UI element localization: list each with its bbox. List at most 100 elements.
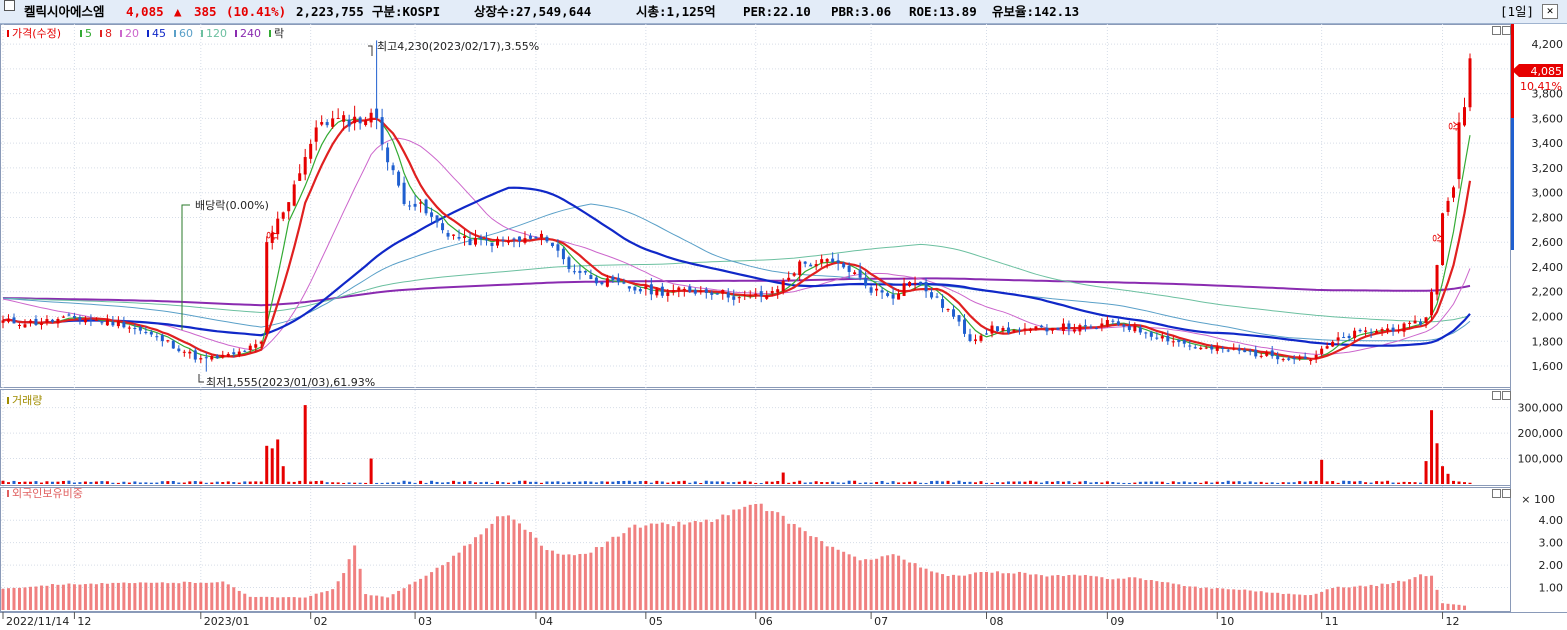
candle-body bbox=[528, 235, 532, 239]
foreign-ratio-bar bbox=[1138, 578, 1142, 610]
foreign-ratio-bar bbox=[1314, 593, 1318, 610]
foreign-ratio-bar bbox=[490, 523, 494, 610]
foreign-ratio-bar bbox=[787, 523, 791, 610]
legend-price-swatch bbox=[7, 30, 9, 37]
limit-up-marker: 상 bbox=[1447, 121, 1460, 131]
foreign-ratio-bar bbox=[622, 533, 626, 610]
volume-label: 거래량 bbox=[12, 394, 42, 407]
candle-body bbox=[83, 319, 87, 323]
volume-bar bbox=[1127, 482, 1131, 484]
volume-bar bbox=[1281, 482, 1285, 484]
candle-body bbox=[864, 277, 868, 286]
stock-name[interactable]: 켈릭시아에스엠 bbox=[24, 4, 105, 19]
foreign-ratio-bar bbox=[353, 545, 357, 610]
candle-body bbox=[45, 319, 49, 323]
ma60-line bbox=[2, 203, 1471, 342]
foreign-ratio-bar bbox=[1243, 589, 1247, 610]
candle-body bbox=[578, 270, 582, 273]
foreign-ratio-bar bbox=[89, 583, 93, 610]
candle-body bbox=[567, 257, 571, 269]
foreign-ratio-bar bbox=[1364, 586, 1368, 610]
foreign-ratio-bar bbox=[1430, 575, 1434, 610]
volume-bar bbox=[814, 481, 818, 484]
volume-bar bbox=[633, 481, 637, 484]
foreign-ratio-bar bbox=[1166, 582, 1170, 610]
volume-bar bbox=[743, 480, 747, 484]
month-label: 2022/11/14 bbox=[6, 615, 69, 628]
foreign-ratio-bar bbox=[1375, 586, 1379, 610]
foreign-ratio-bar bbox=[633, 524, 637, 610]
foreign-ratio-bar bbox=[743, 506, 747, 610]
month-label: 05 bbox=[649, 615, 663, 628]
candle-body bbox=[847, 265, 851, 272]
close-icon[interactable]: ✕ bbox=[1542, 4, 1558, 19]
volume-bar bbox=[1001, 482, 1005, 484]
candle-body bbox=[1177, 339, 1181, 343]
maximize-icon[interactable] bbox=[1502, 26, 1511, 35]
candle-body bbox=[660, 286, 664, 296]
foreign-ratio-bar bbox=[56, 584, 60, 610]
foreign-ratio-bar bbox=[463, 545, 467, 610]
axis-labels: 1,600 1,800 2,000 2,200 2,400 2,600 2,800 3,000… bbox=[2, 38, 1564, 628]
ma20-line bbox=[2, 137, 1471, 355]
listed-shares: 상장수:27,549,644 bbox=[474, 4, 592, 19]
foreign-ratio-bar bbox=[506, 515, 510, 610]
candle-body bbox=[589, 275, 593, 280]
foreign-ratio-bar bbox=[781, 515, 785, 610]
candle-body bbox=[1347, 335, 1351, 338]
volume-bar bbox=[331, 482, 335, 484]
select-checkbox[interactable] bbox=[4, 0, 15, 11]
foreign-ratio-bar bbox=[127, 583, 131, 610]
volume-bar bbox=[1089, 482, 1093, 484]
candle-body bbox=[6, 318, 10, 322]
foreign-ratio-bar bbox=[710, 521, 714, 610]
foreign-ratio-bar bbox=[726, 515, 730, 610]
candle-body bbox=[754, 293, 758, 295]
candle-body bbox=[715, 293, 719, 295]
volume-bar bbox=[397, 482, 401, 484]
legend-ma-label: 45 bbox=[152, 27, 166, 40]
price-tick-label: 2,600 bbox=[1532, 236, 1564, 249]
volume-bar bbox=[1342, 480, 1346, 484]
foreign-ratio-bar bbox=[1292, 594, 1296, 610]
volume-bar bbox=[677, 481, 681, 484]
minimize-icon[interactable] bbox=[1492, 489, 1501, 498]
volume-tick-label: 300,000 bbox=[1518, 402, 1564, 415]
stock-info-bar: 켈릭시아에스엠 4,085 ▲ 385 (10.41%) 2,223,755 구… bbox=[0, 0, 1567, 24]
volume-bar bbox=[649, 482, 653, 484]
candle-body bbox=[1287, 358, 1291, 360]
volume-bar bbox=[1177, 482, 1181, 484]
foreign-ratio-bar bbox=[1309, 595, 1313, 610]
price-tick-label: 3,200 bbox=[1532, 162, 1564, 175]
candle-body bbox=[314, 127, 318, 142]
candle-body bbox=[243, 350, 247, 352]
foreign-ratio-bar bbox=[468, 544, 472, 610]
volume-bar bbox=[1039, 482, 1043, 484]
foreign-ratio-bar bbox=[941, 574, 945, 610]
foreign-ratio-bar bbox=[545, 550, 549, 610]
candle-body bbox=[1254, 349, 1258, 357]
legend-ma-label: 8 bbox=[105, 27, 112, 40]
foreign-legend-swatch bbox=[7, 490, 9, 497]
volume-bar bbox=[671, 481, 675, 484]
foreign-ratio-bar bbox=[254, 597, 258, 610]
candle-body bbox=[842, 263, 846, 268]
maximize-icon[interactable] bbox=[1502, 391, 1511, 400]
volume-bar bbox=[457, 481, 461, 484]
foreign-ratio-bar bbox=[627, 527, 631, 610]
volume-bar bbox=[561, 482, 565, 484]
foreign-ratio-bar bbox=[1061, 576, 1065, 610]
price-change-pct: (10.41%) bbox=[226, 4, 287, 19]
foreign-ratio-bar bbox=[1265, 592, 1269, 610]
volume-legend: 거래량 bbox=[7, 394, 42, 407]
volume-bar bbox=[1259, 481, 1263, 484]
price-change: 385 bbox=[194, 4, 217, 19]
minimize-icon[interactable] bbox=[1492, 26, 1501, 35]
volume-bar bbox=[127, 482, 131, 484]
maximize-icon[interactable] bbox=[1502, 489, 1511, 498]
candle-body bbox=[1133, 325, 1137, 332]
foreign-ratio-bar bbox=[974, 572, 978, 610]
foreign-ratio-bar bbox=[825, 546, 829, 610]
period-selector[interactable]: [1일] bbox=[1500, 4, 1535, 19]
minimize-icon[interactable] bbox=[1492, 391, 1501, 400]
